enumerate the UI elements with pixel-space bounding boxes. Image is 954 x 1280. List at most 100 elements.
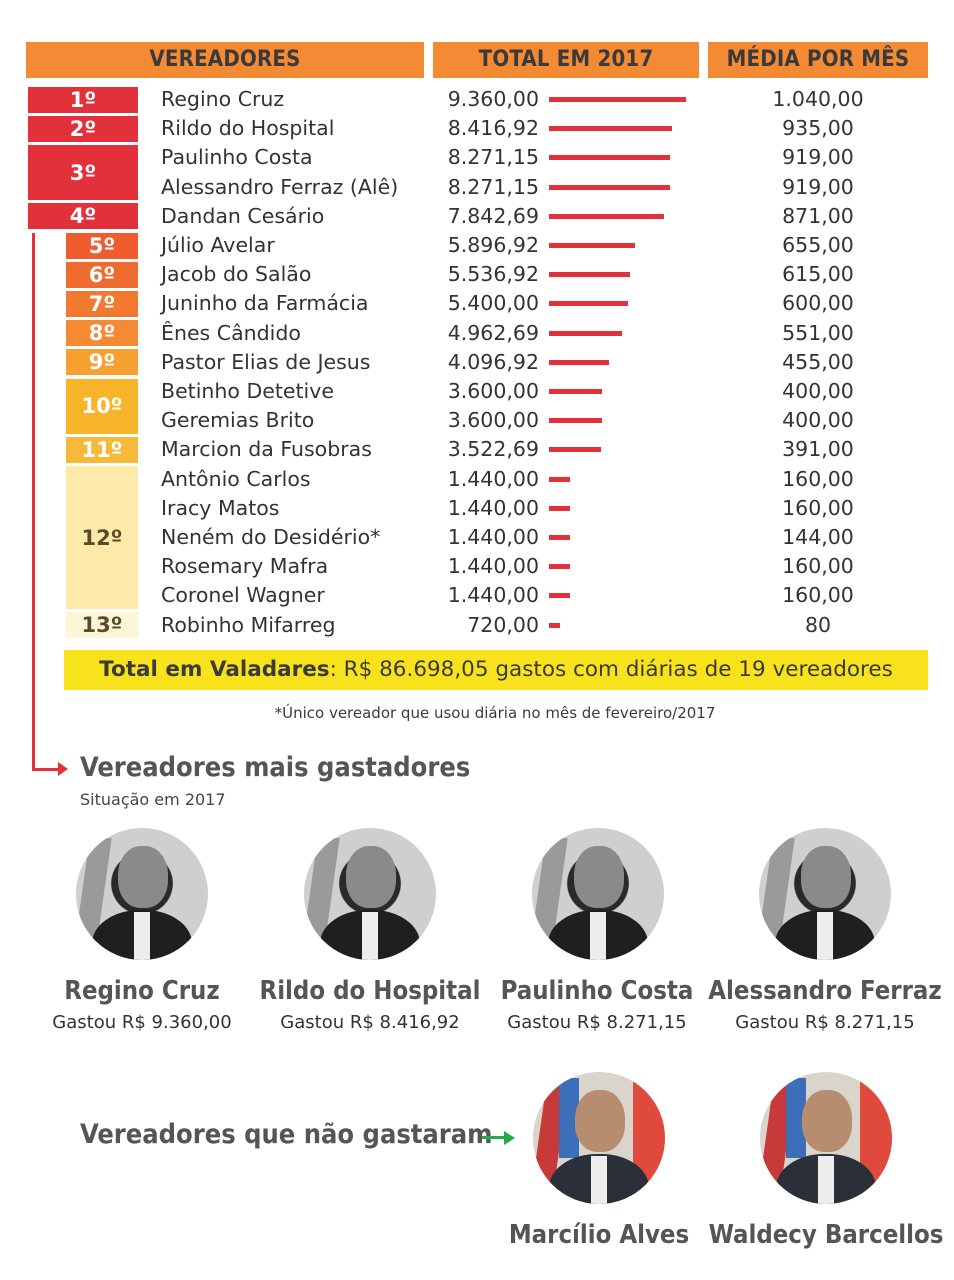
row-bar	[549, 535, 571, 540]
rank-badge: 13º	[66, 612, 138, 639]
row-total: 5.536,92	[447, 262, 539, 287]
row-bar	[549, 184, 671, 190]
row-bar	[549, 564, 571, 570]
row-total: 1.440,00	[447, 554, 539, 579]
row-bar	[549, 97, 686, 102]
row-average: 919,00	[782, 174, 854, 199]
rank-badge: 3º	[28, 144, 138, 201]
non-spenders-title: Vereadores que não gastaram	[80, 1119, 493, 1150]
row-average: 160,00	[782, 554, 854, 579]
row-name: Robinho Mifarreg	[161, 612, 336, 637]
arrow-head-icon	[504, 1131, 515, 1145]
row-name: Dandan Cesário	[161, 203, 325, 228]
bracket-line-vertical	[32, 233, 35, 770]
row-average: 160,00	[782, 495, 854, 520]
photo-avatar	[533, 1072, 665, 1204]
row-total: 4.096,92	[447, 349, 539, 374]
total-banner-text: : R$ 86.698,05 gastos com diárias de 19 …	[329, 657, 893, 682]
row-average: 1.040,00	[772, 87, 864, 111]
top-spender-name: Alessandro Ferraz	[708, 976, 942, 1006]
row-name: Alessandro Ferraz (Alê)	[161, 174, 399, 199]
row-name: Iracy Matos	[161, 495, 280, 520]
row-bar	[549, 622, 560, 628]
row-average: 615,00	[782, 262, 854, 287]
row-average: 400,00	[782, 379, 854, 403]
rank-badge: 6º	[66, 261, 138, 288]
rank-badge: 4º	[28, 203, 138, 230]
top-spenders-subtitle: Situação em 2017	[80, 790, 226, 809]
row-average: 871,00	[782, 203, 854, 228]
row-total: 4.962,69	[447, 320, 539, 345]
rank-badge: 1º	[28, 86, 138, 113]
row-bar	[549, 505, 571, 511]
row-name: Juninho da Farmácia	[161, 291, 369, 316]
row-name: Paulinho Costa	[161, 145, 313, 170]
row-total: 1.440,00	[447, 466, 539, 491]
top-spender-amount: Gastou R$ 8.416,92	[280, 1012, 460, 1033]
row-bar	[549, 593, 571, 599]
row-average: 144,00	[782, 525, 854, 549]
row-average: 455,00	[782, 349, 854, 374]
rank-badge: 8º	[66, 320, 138, 347]
rank-badge: 5º	[66, 232, 138, 259]
row-total: 7.842,69	[447, 203, 539, 228]
header-media: MÉDIA POR MÊS	[708, 42, 928, 78]
top-spender-name: Paulinho Costa	[500, 976, 694, 1006]
arrow-right-icon	[58, 762, 68, 776]
top-spender-amount: Gastou R$ 9.360,00	[52, 1012, 232, 1033]
footnote: *Único vereador que usou diária no mês d…	[274, 704, 716, 722]
bracket-line-horizontal	[32, 768, 60, 771]
top-spender-amount: Gastou R$ 8.271,15	[735, 1012, 915, 1033]
row-total: 3.600,00	[447, 379, 539, 403]
row-name: Coronel Wagner	[161, 583, 325, 608]
rank-badge: 11º	[66, 436, 138, 464]
row-bar	[549, 330, 622, 336]
row-bar	[549, 359, 609, 365]
row-bar	[549, 389, 602, 394]
row-total: 8.271,15	[447, 174, 539, 199]
row-bar	[549, 126, 673, 132]
row-name: Ênes Cândido	[161, 320, 301, 345]
row-average: 160,00	[782, 466, 854, 491]
non-spender-name: Marcílio Alves	[508, 1220, 690, 1250]
rank-badge: 10º	[66, 378, 138, 434]
row-average: 919,00	[782, 145, 854, 170]
rank-badge: 7º	[66, 290, 138, 318]
row-name: Antônio Carlos	[161, 466, 311, 491]
row-bar	[549, 272, 631, 278]
row-name: Rildo do Hospital	[161, 116, 335, 141]
row-name: Júlio Avelar	[161, 233, 275, 257]
photo-avatar	[76, 828, 208, 960]
photo-avatar	[304, 828, 436, 960]
row-bar	[549, 243, 636, 248]
total-banner: Total em Valadares: R$ 86.698,05 gastos …	[64, 650, 928, 690]
row-total: 8.271,15	[447, 145, 539, 170]
rank-badge: 12º	[66, 466, 138, 610]
row-name: Betinho Detetive	[161, 379, 334, 403]
row-average: 655,00	[782, 233, 854, 257]
row-name: Pastor Elias de Jesus	[161, 349, 371, 374]
row-bar	[549, 476, 571, 482]
row-average: 80	[804, 612, 832, 637]
rank-badge: 2º	[28, 115, 138, 142]
photo-avatar	[759, 828, 891, 960]
total-banner-label: Total em Valadares	[99, 657, 330, 682]
row-bar	[549, 155, 671, 161]
row-name: Marcion da Fusobras	[161, 437, 372, 462]
photo-avatar	[760, 1072, 892, 1204]
header-total: TOTAL EM 2017	[433, 42, 699, 78]
row-average: 600,00	[782, 291, 854, 316]
row-bar	[549, 447, 601, 453]
row-total: 1.440,00	[447, 495, 539, 520]
row-name: Rosemary Mafra	[161, 554, 329, 579]
row-total: 5.400,00	[447, 291, 539, 316]
non-spender-name: Waldecy Barcellos	[708, 1220, 944, 1250]
row-name: Jacob do Salão	[161, 262, 312, 287]
top-spender-amount: Gastou R$ 8.271,15	[507, 1012, 687, 1033]
row-average: 400,00	[782, 408, 854, 433]
row-bar	[549, 301, 629, 307]
row-total: 1.440,00	[447, 583, 539, 608]
row-bar	[549, 213, 664, 219]
header-vereadores: VEREADORES	[26, 42, 424, 78]
rank-badge: 9º	[66, 349, 138, 376]
